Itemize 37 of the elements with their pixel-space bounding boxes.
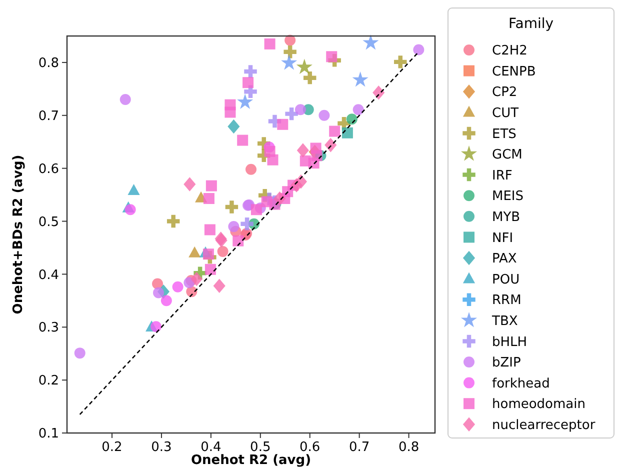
legend-label: TBX [491, 314, 518, 329]
legend-label: NFI [492, 230, 514, 246]
y-tick-label: 0.8 [38, 56, 59, 72]
y-tick-label: 0.5 [38, 214, 59, 230]
legend-label: MYB [492, 210, 520, 225]
y-tick-label: 0.1 [38, 426, 59, 442]
x-tick-label: 0.4 [200, 440, 222, 455]
legend-title: Family [508, 16, 554, 32]
y-tick-label: 0.6 [38, 162, 59, 177]
legend-label: MEIS [492, 189, 524, 204]
legend-label: bZIP [492, 356, 521, 371]
x-axis-title: Onehot R2 (avg) [190, 453, 312, 468]
legend-label: CUT [492, 106, 519, 121]
legend-label: GCM [492, 148, 522, 163]
legend-label: ETS [492, 126, 516, 142]
legend-label: nuclearreceptor [492, 418, 596, 433]
legend-label: IRF [492, 168, 512, 184]
legend-label: POU [492, 272, 520, 288]
legend-label: CP2 [492, 85, 518, 100]
legend-label: RRM [492, 293, 522, 308]
x-tick-label: 0.2 [102, 440, 122, 455]
y-axis-title: Onehot+BDs R2 (avg) [11, 154, 26, 314]
x-tick-label: 0.3 [151, 440, 172, 455]
legend-label: CENPB [492, 64, 536, 80]
x-tick-label: 0.5 [250, 440, 271, 455]
x-tick-label: 0.7 [348, 440, 370, 455]
legend-label: C2H2 [492, 44, 528, 59]
legend-label: homeodomain [492, 397, 586, 412]
y-tick-label: 0.2 [38, 374, 59, 389]
y-tick-label: 0.4 [38, 268, 59, 283]
y-tick-label: 0.7 [38, 108, 59, 124]
x-tick-label: 0.8 [398, 440, 420, 455]
legend-label: forkhead [492, 376, 550, 392]
y-tick-label: 0.3 [38, 320, 59, 336]
legend-label: bHLH [492, 334, 528, 350]
legend-label: PAX [492, 252, 517, 267]
x-tick-label: 0.6 [300, 440, 320, 455]
